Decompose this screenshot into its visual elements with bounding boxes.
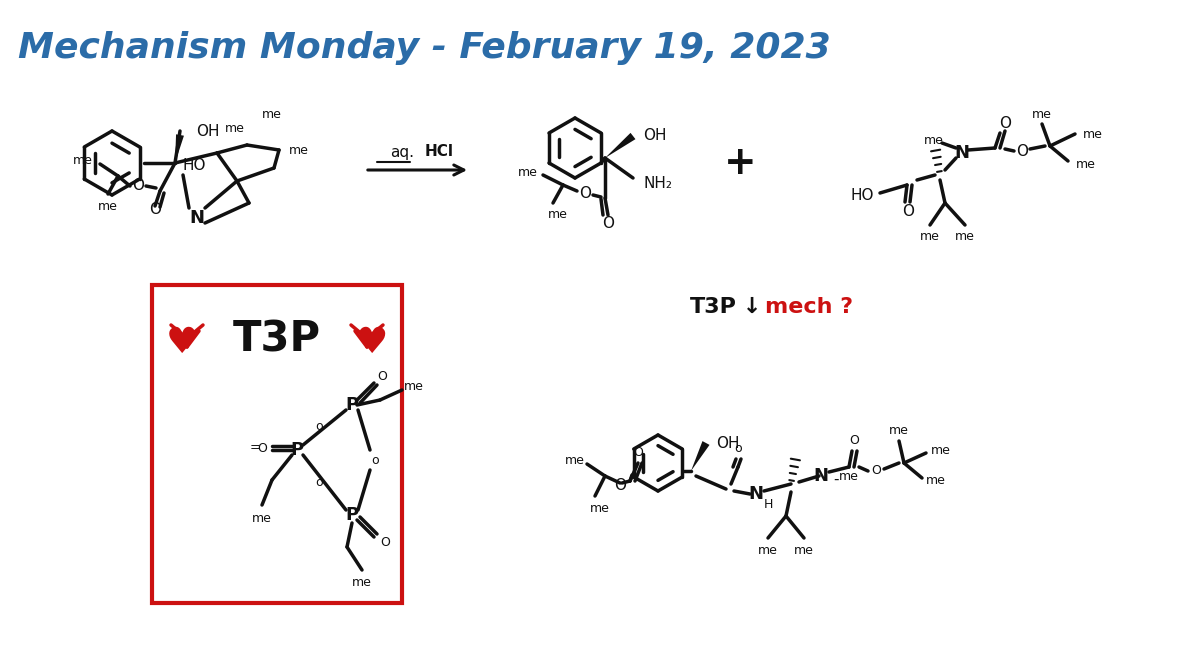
Text: Mechanism Monday - February 19, 2023: Mechanism Monday - February 19, 2023 — [18, 31, 830, 65]
Text: me: me — [924, 134, 944, 148]
Text: aq.: aq. — [390, 144, 414, 159]
Text: HO: HO — [851, 188, 874, 202]
Text: P: P — [290, 441, 304, 459]
Text: O: O — [634, 447, 643, 459]
Text: N: N — [954, 144, 970, 162]
Text: me: me — [1076, 158, 1096, 171]
Text: T3P: T3P — [690, 297, 737, 317]
Text: me: me — [98, 200, 118, 212]
Text: O: O — [850, 434, 859, 447]
Text: me: me — [226, 121, 245, 134]
Text: me: me — [839, 469, 859, 482]
Polygon shape — [175, 134, 184, 163]
Text: NH₂: NH₂ — [643, 175, 672, 190]
Text: P: P — [346, 506, 359, 524]
Text: O: O — [149, 202, 161, 217]
Text: O: O — [871, 465, 881, 478]
Text: me: me — [1084, 127, 1103, 140]
Text: O: O — [614, 478, 626, 494]
Text: O: O — [377, 370, 386, 384]
Text: me: me — [73, 154, 92, 167]
Text: me: me — [352, 577, 372, 590]
Text: +: + — [724, 144, 756, 182]
Text: H: H — [763, 498, 773, 511]
Text: me: me — [920, 231, 940, 243]
Text: HO: HO — [182, 158, 206, 173]
Text: O: O — [1016, 144, 1028, 159]
Text: ♥: ♥ — [166, 326, 198, 360]
Text: OH: OH — [643, 129, 667, 144]
Text: me: me — [758, 544, 778, 556]
Text: O: O — [132, 179, 144, 194]
Text: =: = — [250, 442, 260, 455]
Text: HCl: HCl — [425, 144, 454, 159]
Text: me: me — [794, 544, 814, 556]
Text: N: N — [190, 209, 204, 227]
Text: ♥: ♥ — [356, 326, 388, 360]
Text: ↓: ↓ — [734, 297, 761, 317]
Text: me: me — [262, 109, 282, 121]
Text: me: me — [252, 511, 272, 525]
Polygon shape — [605, 133, 636, 158]
Polygon shape — [691, 441, 709, 471]
Text: OH: OH — [197, 123, 220, 138]
Text: O: O — [902, 204, 914, 219]
Text: me: me — [289, 144, 308, 156]
Text: T3P: T3P — [233, 319, 322, 361]
Text: N: N — [749, 485, 763, 503]
Text: me: me — [548, 208, 568, 221]
Text: N: N — [814, 467, 828, 485]
Text: me: me — [518, 167, 538, 179]
Text: O: O — [998, 115, 1010, 130]
Text: O: O — [257, 442, 266, 455]
Text: P: P — [346, 396, 359, 414]
Text: me: me — [404, 380, 424, 393]
Text: O: O — [602, 215, 614, 231]
Text: o: o — [371, 453, 379, 467]
Text: OH: OH — [716, 436, 739, 451]
Text: o: o — [316, 476, 323, 488]
Text: -: - — [833, 471, 839, 486]
Text: me: me — [931, 445, 950, 457]
Text: O: O — [580, 185, 592, 200]
Text: mech ?: mech ? — [766, 297, 853, 317]
Text: me: me — [889, 424, 908, 438]
Text: O: O — [380, 536, 390, 550]
Text: me: me — [565, 455, 584, 467]
Bar — [152, 285, 402, 603]
Text: o: o — [734, 442, 742, 455]
Text: o: o — [316, 420, 323, 434]
Text: me: me — [1032, 107, 1052, 121]
Text: me: me — [590, 501, 610, 515]
Text: me: me — [955, 231, 974, 243]
Text: me: me — [926, 474, 946, 488]
